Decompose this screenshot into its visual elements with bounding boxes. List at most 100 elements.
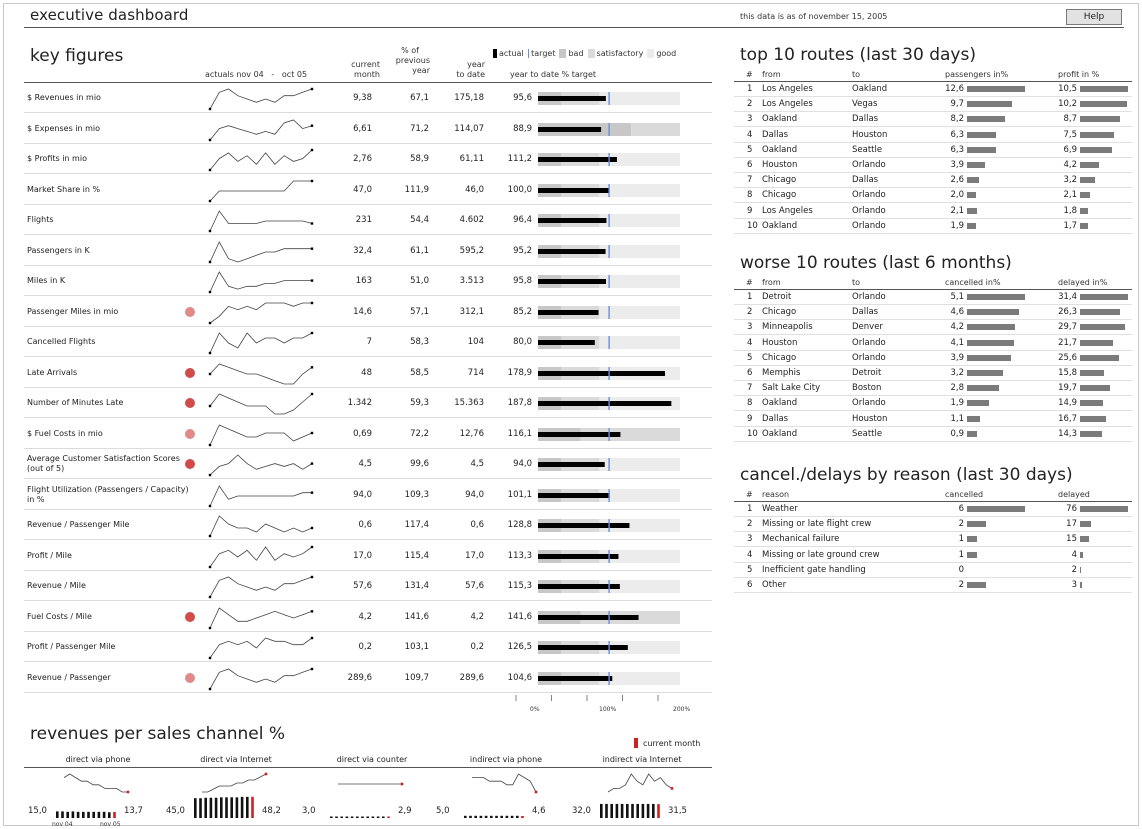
top-routes-bar-a — [967, 162, 985, 168]
data-as-of-text: this data is as of november 15, 2005 — [740, 12, 888, 21]
sparkline-path — [209, 545, 313, 567]
sparkline-end — [310, 490, 314, 494]
channel-sparkline — [472, 773, 538, 794]
cancel-reasons-cell-value-b: 17 — [1066, 519, 1077, 530]
key-figure-prev: 131,4 — [404, 581, 429, 591]
bullet-actual — [538, 126, 602, 132]
sparkline-start — [208, 565, 212, 568]
key-figure-prev: 58,3 — [410, 337, 429, 347]
top-routes-cell-value-a: 3,9 — [950, 160, 964, 170]
top-routes-cell-from: Los Angeles — [762, 205, 813, 216]
top-routes-cell-value-b: 6,9 — [1063, 144, 1077, 155]
sparkline — [208, 423, 314, 446]
worse-routes-row: 2 Chicago Dallas 4,6 26,3 — [734, 305, 1132, 321]
key-figure-target-pct: 111,2 — [507, 154, 532, 164]
sparkline-path — [209, 637, 313, 659]
channel-bar — [646, 803, 650, 818]
cancel-reasons-row: 5 Inefficient gate handling 0 2 — [734, 563, 1132, 578]
top-routes-cell-value-b: 4,2 — [1063, 160, 1077, 170]
key-figure-target-pct: 104,6 — [507, 672, 532, 683]
bullet-chart — [538, 366, 680, 380]
help-button[interactable]: Help — [1066, 9, 1122, 25]
sparkline-path — [209, 149, 313, 171]
key-figure-prev: 117,4 — [404, 520, 429, 530]
bullet-band-good — [599, 336, 680, 349]
channel-bar — [108, 812, 111, 818]
key-figure-prev: 58,9 — [410, 154, 429, 164]
target-column-header: year to date % target — [510, 70, 597, 79]
sparkline — [208, 515, 314, 538]
key-figure-row: Miles in K 163 51,0 3.513 95,8 — [24, 266, 712, 296]
key-figure-prev: 141,6 — [404, 611, 429, 622]
worse-routes-header: delayed in% — [1058, 278, 1108, 287]
bullet-target — [608, 214, 610, 227]
key-figure-label: Market Share in % — [27, 184, 101, 194]
channel-end-value: 31,5 — [668, 806, 687, 816]
top-routes-header: passengers in% — [945, 70, 1009, 79]
sparkline-path — [209, 423, 313, 445]
top-routes-cell-value-b: 10,5 — [1058, 84, 1077, 94]
channel-bar — [61, 811, 64, 818]
dashboard-frame — [3, 3, 1139, 826]
key-figure-current: 0,2 — [358, 642, 372, 652]
sparkline — [208, 484, 314, 507]
bullet-band-good — [599, 275, 680, 288]
top-routes-row: 7 Chicago Dallas 2,6 3,2 — [734, 173, 1132, 189]
bullet-band-good — [599, 214, 680, 227]
channel-sparkline-path — [63, 773, 128, 793]
alert-indicator — [185, 398, 195, 408]
cancel-reasons-cell-reason: Mechanical failure — [762, 534, 840, 545]
key-figure-current: 4,2 — [358, 611, 372, 622]
sparkline-path — [209, 515, 313, 537]
key-figure-label: Profit / Passenger Mile — [27, 642, 116, 651]
channel-bar — [220, 797, 223, 818]
sparkline-start — [208, 260, 212, 263]
worse-routes-cell-value-b: 16,7 — [1058, 413, 1077, 424]
key-figure-prev: 58,5 — [410, 367, 429, 378]
bullet-chart — [538, 336, 680, 349]
top-routes-cell-value-b: 10,2 — [1058, 99, 1077, 110]
channel-bar — [356, 816, 359, 818]
worse-routes-bar-b — [1080, 415, 1106, 422]
key-figure-current: 2,76 — [353, 154, 372, 164]
worse-routes-cell-value-a: 3,2 — [950, 368, 964, 378]
channel-bar — [371, 816, 375, 818]
bullet-actual — [538, 553, 619, 559]
worse-routes-cell-rank: 5 — [747, 352, 753, 363]
channel-name: indirect via phone — [469, 755, 543, 764]
worse-routes-header: from — [762, 278, 781, 287]
bullet-chart — [538, 458, 680, 471]
top-routes-bar-a — [967, 207, 977, 214]
top-routes-row: 10 Oakland Orlando 1,9 1,7 — [734, 219, 1132, 234]
key-figure-current: 6,61 — [353, 123, 372, 134]
bullet-band-good — [599, 244, 680, 258]
key-figure-current: 231 — [355, 215, 372, 225]
channel-start-value: 5,0 — [436, 806, 450, 816]
sparkline-start — [208, 290, 212, 294]
cancel-reasons-cell-reason: Missing or late flight crew — [762, 519, 872, 530]
sparkline-start — [208, 351, 212, 355]
key-figure-prev: 59,3 — [410, 398, 429, 408]
worse-routes-header: # — [746, 278, 753, 287]
worse-routes-bar-a — [967, 324, 1015, 331]
key-figure-ytd: 15.363 — [454, 398, 484, 408]
channel-bar — [87, 811, 90, 818]
channel-start-value: 3,0 — [302, 806, 316, 816]
key-figure-row: Revenue / Passenger 289,6 109,7 289,6 104,6 — [24, 663, 712, 693]
cancel-reasons-header: reason — [762, 490, 790, 499]
channel-bar — [376, 816, 380, 818]
worse-routes-cell-value-b: 14,9 — [1058, 398, 1077, 409]
channel-bar — [490, 815, 493, 818]
alert-indicator — [185, 611, 195, 622]
channel-bars — [464, 815, 524, 818]
channel-bar — [230, 797, 233, 818]
bullet-actual — [538, 187, 609, 193]
key-figure-row: Passenger Miles in mio 14,6 57,1 312,1 85,2 — [24, 297, 712, 327]
key-figure-row: Passengers in K 32,4 61,1 595,2 95,2 — [24, 236, 712, 266]
cancel-reasons-bar-b — [1080, 551, 1083, 558]
sparkline-path — [209, 240, 312, 262]
cancel-reasons-bar-b — [1080, 536, 1090, 543]
sparkline — [208, 545, 314, 568]
sparkline-end — [310, 331, 314, 335]
worse-routes-cell-value-a: 4,6 — [950, 307, 964, 318]
